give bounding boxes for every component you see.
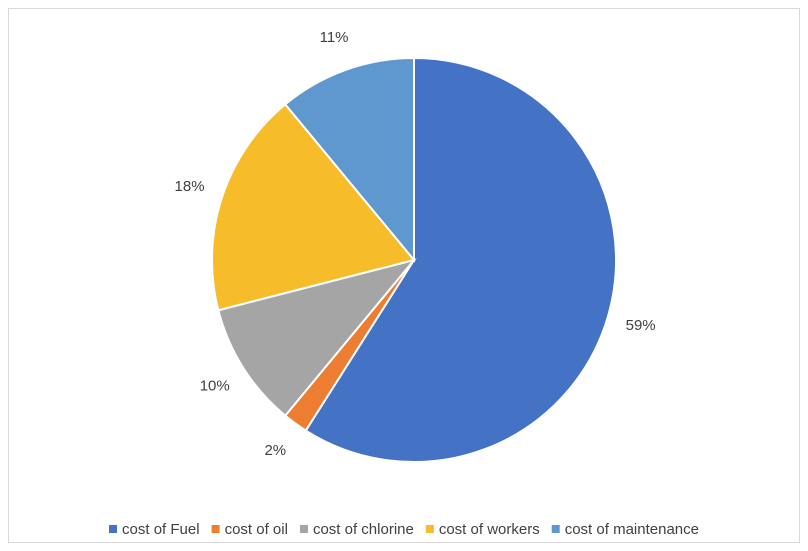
data-label: 10% [200,377,230,394]
legend-swatch [211,525,220,533]
data-label: 2% [264,442,286,459]
legend-swatch [299,525,308,533]
legend-swatch [551,525,560,533]
legend-label: cost of workers [439,521,540,538]
legend-label: cost of Fuel [122,521,200,538]
pie-slice [304,56,617,463]
legend-label: cost of oil [225,521,288,538]
legend-label: cost of chlorine [313,521,414,538]
legend-swatch [109,525,118,533]
data-label: 59% [626,317,656,334]
pie-slice [283,56,415,263]
legend-label: cost of maintenance [565,521,699,538]
data-label: 11% [320,29,349,46]
data-label: 18% [175,178,205,195]
pie-slice [217,258,417,418]
pie-slice [211,102,416,312]
legend-swatch [425,525,434,533]
